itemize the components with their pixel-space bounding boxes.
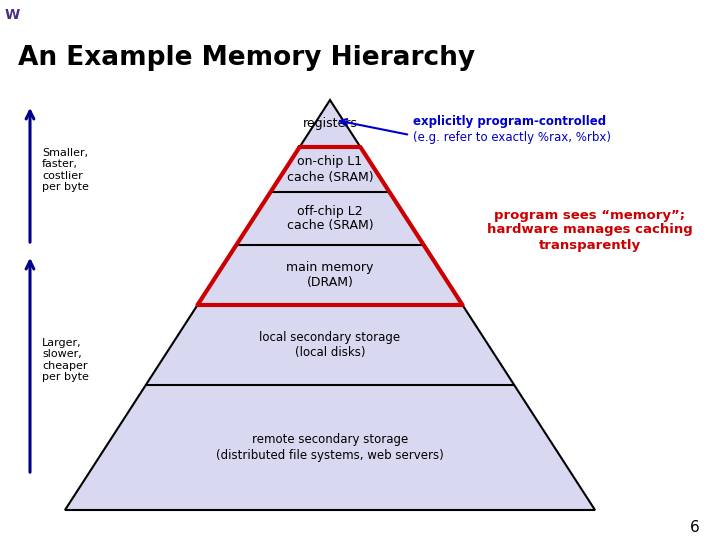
Text: off-chip L2
cache (SRAM): off-chip L2 cache (SRAM) — [287, 205, 373, 233]
Text: local secondary storage
(local disks): local secondary storage (local disks) — [259, 331, 400, 359]
Polygon shape — [65, 100, 595, 510]
Text: on-chip L1
cache (SRAM): on-chip L1 cache (SRAM) — [287, 156, 373, 184]
Text: main memory
(DRAM): main memory (DRAM) — [287, 261, 374, 289]
Text: 6: 6 — [690, 521, 700, 536]
Text: An Example Memory Hierarchy: An Example Memory Hierarchy — [18, 45, 475, 71]
Text: remote secondary storage
(distributed file systems, web servers): remote secondary storage (distributed fi… — [216, 434, 444, 462]
Text: explicitly program-controlled: explicitly program-controlled — [413, 116, 606, 129]
Text: L17: Caches II: L17: Caches II — [325, 10, 395, 20]
Text: CSE351, Spring 2020: CSE351, Spring 2020 — [610, 10, 713, 20]
Text: (e.g. refer to exactly %rax, %rbx): (e.g. refer to exactly %rax, %rbx) — [413, 131, 611, 144]
Text: Larger,
slower,
cheaper
per byte: Larger, slower, cheaper per byte — [42, 338, 89, 382]
Text: UNIVERSITY of WASHINGTON: UNIVERSITY of WASHINGTON — [27, 6, 153, 15]
Text: W: W — [5, 8, 20, 22]
Text: Smaller,
faster,
costlier
per byte: Smaller, faster, costlier per byte — [42, 147, 89, 192]
Text: program sees “memory”;
hardware manages caching
transparently: program sees “memory”; hardware manages … — [487, 208, 693, 252]
Bar — [4, 2, 22, 28]
Text: registers: registers — [302, 117, 357, 130]
